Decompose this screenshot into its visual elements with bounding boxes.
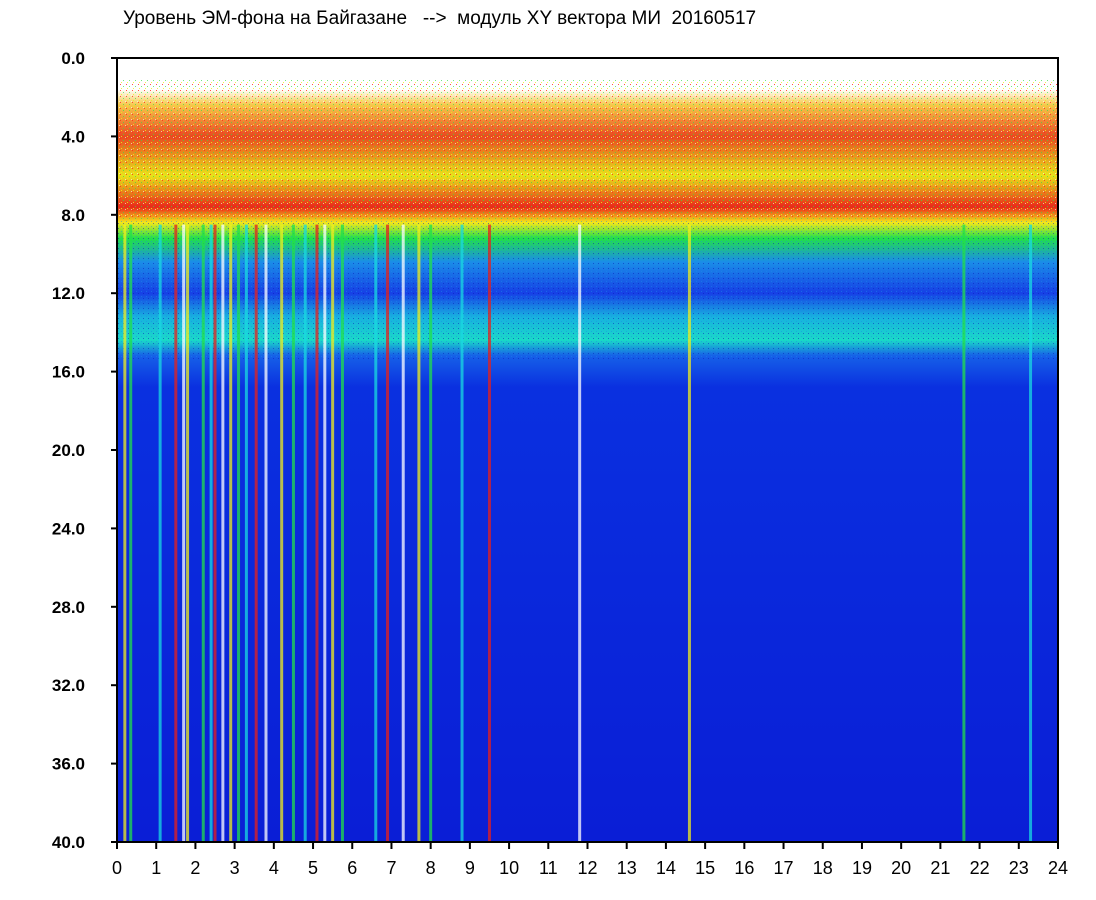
x-tick-label: 4 bbox=[269, 858, 279, 878]
y-tick-label: 4.0 bbox=[61, 127, 85, 146]
x-tick-label: 7 bbox=[386, 858, 396, 878]
y-tick-label: 8.0 bbox=[61, 206, 85, 225]
x-tick-label: 6 bbox=[347, 858, 357, 878]
x-tick-label: 22 bbox=[970, 858, 990, 878]
x-tick-label: 13 bbox=[617, 858, 637, 878]
spectrogram-streak bbox=[417, 224, 421, 842]
x-tick-label: 17 bbox=[774, 858, 794, 878]
heatmap-speckle-top bbox=[117, 80, 1058, 220]
x-tick-label: 3 bbox=[230, 858, 240, 878]
x-tick-label: 23 bbox=[1009, 858, 1029, 878]
spectrogram-streak bbox=[123, 224, 127, 842]
x-tick-label: 9 bbox=[465, 858, 475, 878]
spectrogram-streak bbox=[487, 224, 491, 842]
chart-title: Уровень ЭМ-фона на Байгазане --> модуль … bbox=[123, 8, 757, 29]
spectrogram-streak bbox=[280, 224, 284, 842]
y-tick-label: 24.0 bbox=[52, 519, 85, 538]
x-tick-label: 1 bbox=[151, 858, 161, 878]
x-tick-label: 0 bbox=[112, 858, 122, 878]
vertical-streaks bbox=[123, 224, 1033, 842]
x-tick-label: 15 bbox=[695, 858, 715, 878]
spectrogram-streak bbox=[221, 224, 225, 842]
x-tick-label: 10 bbox=[499, 858, 519, 878]
spectrogram-streak bbox=[201, 224, 205, 842]
spectrogram-streak bbox=[331, 224, 335, 842]
x-tick-label: 8 bbox=[426, 858, 436, 878]
spectrogram-streak bbox=[429, 224, 433, 842]
spectrogram-streak bbox=[129, 224, 133, 842]
spectrogram-streak bbox=[244, 224, 248, 842]
x-tick-label: 21 bbox=[930, 858, 950, 878]
spectrogram-streak bbox=[962, 224, 966, 842]
spectrogram-streak bbox=[340, 224, 344, 842]
spectrogram-streak bbox=[174, 224, 178, 842]
spectrogram-streak bbox=[237, 224, 241, 842]
x-tick-label: 19 bbox=[852, 858, 872, 878]
x-tick-label: 18 bbox=[813, 858, 833, 878]
plot-area bbox=[117, 58, 1058, 842]
spectrogram-streak bbox=[158, 224, 162, 842]
x-tick-label: 20 bbox=[891, 858, 911, 878]
spectrogram-streak bbox=[182, 224, 186, 842]
x-tick-label: 5 bbox=[308, 858, 318, 878]
y-tick-label: 16.0 bbox=[52, 363, 85, 382]
spectrogram-streak bbox=[460, 224, 464, 842]
y-axis: 0.0 4.0 8.0 12.0 16.0 20.0 24.0 28.0 32.0 36.0 40.… bbox=[52, 49, 117, 852]
spectrogram-streak bbox=[687, 224, 691, 842]
spectrogram-streak bbox=[254, 224, 258, 842]
y-tick-label: 32.0 bbox=[52, 676, 85, 695]
spectrogram-streak bbox=[315, 224, 319, 842]
spectrogram-streak bbox=[209, 224, 213, 842]
x-axis: 0 1 2 3 4 5 6 7 8 9 10 11 12 13 14 15 16 17 18 19 20 21 22 23 24 bbox=[112, 842, 1068, 878]
spectrogram-streak bbox=[386, 224, 390, 842]
spectrogram-streak bbox=[374, 224, 378, 842]
x-tick-label: 2 bbox=[190, 858, 200, 878]
x-tick-label: 24 bbox=[1048, 858, 1068, 878]
x-tick-label: 12 bbox=[577, 858, 597, 878]
y-tick-label: 12.0 bbox=[52, 284, 85, 303]
spectrogram-streak bbox=[323, 224, 327, 842]
y-tick-label: 28.0 bbox=[52, 598, 85, 617]
x-tick-label: 11 bbox=[539, 858, 558, 878]
spectrogram-streak bbox=[213, 224, 217, 842]
y-tick-label: 36.0 bbox=[52, 755, 85, 774]
x-tick-label: 14 bbox=[656, 858, 676, 878]
spectrogram-streak bbox=[264, 224, 268, 842]
y-tick-label: 40.0 bbox=[52, 833, 85, 852]
spectrogram-streak bbox=[229, 224, 233, 842]
y-tick-label: 0.0 bbox=[61, 49, 85, 68]
x-tick-label: 16 bbox=[734, 858, 754, 878]
heatmap-speckle-mid bbox=[117, 220, 1058, 360]
spectrogram-streak bbox=[401, 224, 405, 842]
spectrogram-streak bbox=[291, 224, 295, 842]
spectrogram-streak bbox=[186, 224, 190, 842]
spectrogram-streak bbox=[303, 224, 307, 842]
spectrogram-streak bbox=[578, 224, 582, 842]
y-tick-label: 20.0 bbox=[52, 441, 85, 460]
spectrogram-streak bbox=[1029, 224, 1033, 842]
